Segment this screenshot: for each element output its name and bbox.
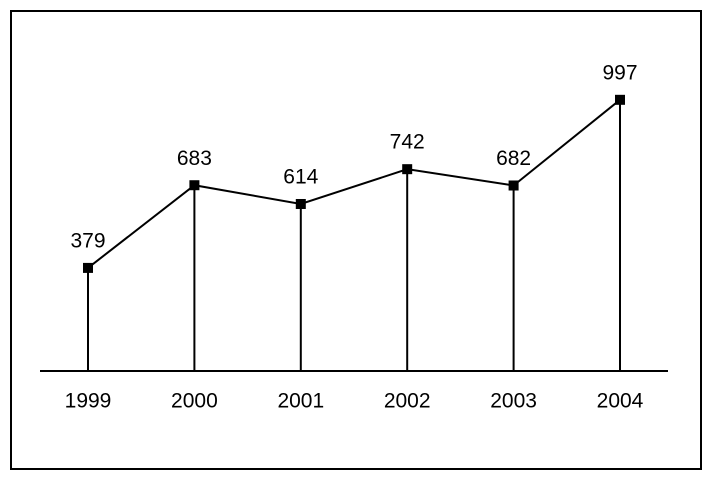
- x-tick-label: 2004: [597, 390, 644, 413]
- x-tick-label: 2001: [277, 390, 324, 413]
- data-label: 614: [283, 166, 318, 189]
- data-label: 683: [177, 147, 212, 170]
- frame: [10, 10, 702, 470]
- marker: [295, 198, 306, 209]
- data-label: 682: [496, 147, 531, 170]
- x-tick-label: 2000: [171, 390, 218, 413]
- data-line: [87, 99, 621, 269]
- x-tick-label: 1999: [65, 390, 112, 413]
- marker: [83, 262, 93, 273]
- data-label: 379: [70, 229, 105, 252]
- marker: [615, 94, 625, 105]
- data-label: 742: [390, 131, 425, 154]
- marker: [508, 180, 519, 191]
- x-tick-label: 2003: [490, 390, 537, 413]
- data-label: 997: [602, 61, 637, 84]
- marker: [402, 164, 413, 175]
- marker: [189, 180, 200, 191]
- x-tick-label: 2002: [384, 390, 431, 413]
